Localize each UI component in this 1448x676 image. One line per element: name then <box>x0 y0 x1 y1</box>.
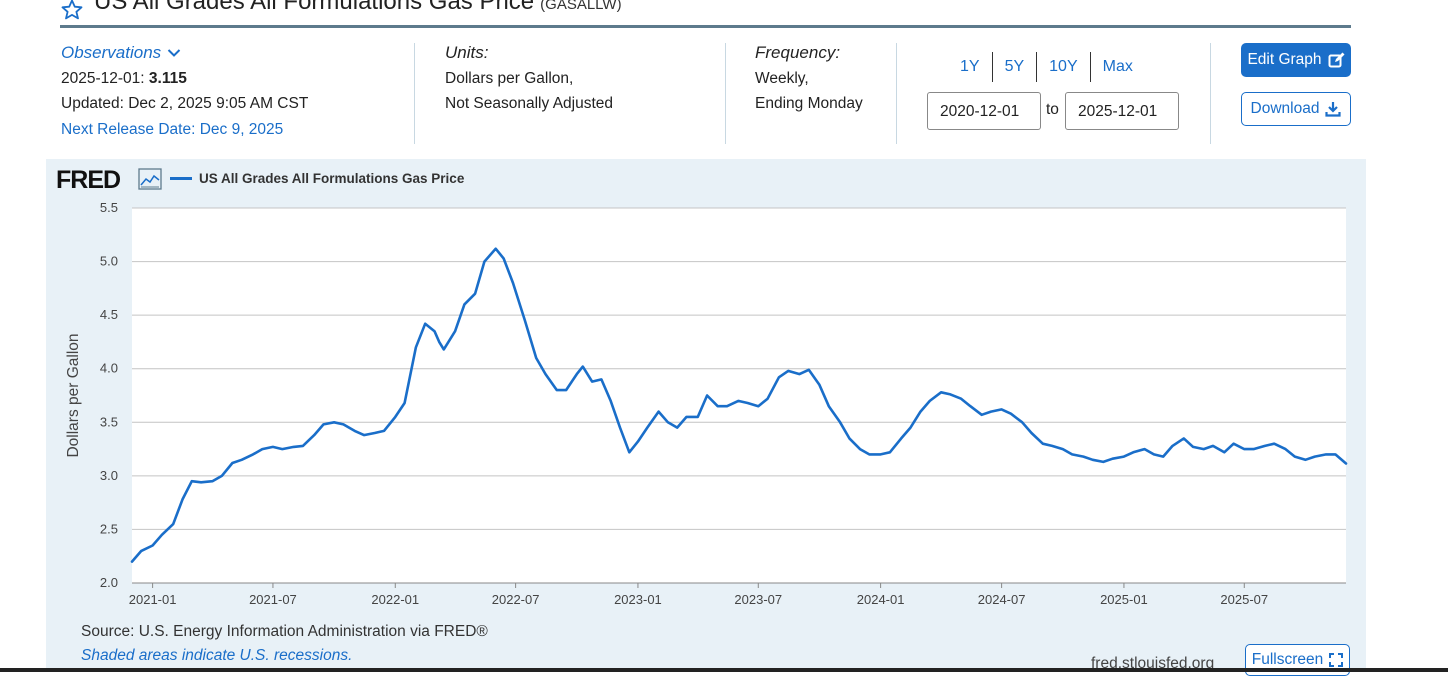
plot-area <box>132 208 1346 583</box>
frequency-panel: Frequency: Weekly, Ending Monday <box>755 40 863 117</box>
range-1y-button[interactable]: 1Y <box>960 58 980 75</box>
units-line-1: Dollars per Gallon, <box>445 69 574 87</box>
units-line-2: Not Seasonally Adjusted <box>445 95 614 112</box>
date-range-to-label: to <box>1046 101 1059 118</box>
window-bottom-edge <box>0 668 1448 672</box>
start-date-input[interactable]: 2020-12-01 <box>927 92 1041 130</box>
series-line <box>130 247 1348 563</box>
column-divider <box>1210 43 1211 144</box>
y-tick-label: 5.0 <box>100 254 118 269</box>
x-tick-label: 2021-07 <box>249 592 297 607</box>
units-panel: Units: Dollars per Gallon, Not Seasonall… <box>445 40 613 117</box>
x-tick-label: 2024-01 <box>857 592 905 607</box>
frequency-line-2: Ending Monday <box>755 95 863 112</box>
fred-url[interactable]: fred.stlouisfed.org <box>1091 655 1215 672</box>
page-title: US All Grades All Formulations Gas Price <box>94 0 535 15</box>
y-tick-label: 4.0 <box>100 361 118 376</box>
range-button-group: 1Y 5Y 10Y Max <box>948 52 1145 82</box>
chevron-down-icon <box>167 49 181 57</box>
x-tick-label: 2023-07 <box>734 592 782 607</box>
title-divider <box>60 25 1351 28</box>
x-tick-label: 2023-01 <box>614 592 662 607</box>
legend-swatch <box>170 177 192 180</box>
legend-label: US All Grades All Formulations Gas Price <box>199 171 465 186</box>
y-tick-label: 5.5 <box>100 200 118 215</box>
y-axis-label: Dollars per Gallon <box>65 333 82 457</box>
range-divider <box>1089 52 1091 82</box>
end-date-input[interactable]: 2025-12-01 <box>1065 92 1179 130</box>
recession-note[interactable]: Shaded areas indicate U.S. recessions. <box>81 647 353 664</box>
frequency-line-1: Weekly, <box>755 69 809 87</box>
fullscreen-icon <box>1329 653 1344 667</box>
latest-observation: 2025-12-01: 3.115 <box>61 66 308 92</box>
x-tick-label: 2022-01 <box>371 592 419 607</box>
observations-dropdown[interactable]: Observations <box>61 40 308 66</box>
frequency-label: Frequency: <box>755 43 841 62</box>
observations-label: Observations <box>61 43 162 62</box>
column-divider <box>725 43 726 144</box>
x-tick-label: 2022-07 <box>492 592 540 607</box>
edit-icon <box>1328 52 1345 67</box>
download-icon <box>1325 102 1342 117</box>
fred-chart-icon <box>138 168 162 190</box>
edit-graph-label: Edit Graph <box>1247 51 1322 68</box>
y-tick-label: 3.5 <box>100 414 118 429</box>
observation-value: 3.115 <box>148 69 187 87</box>
next-release-link[interactable]: Next Release Date: Dec 9, 2025 <box>61 120 284 138</box>
range-10y-button[interactable]: 10Y <box>1049 58 1078 75</box>
column-divider <box>414 43 415 144</box>
x-tick-label: 2025-01 <box>1100 592 1148 607</box>
x-tick-label: 2024-07 <box>978 592 1026 607</box>
x-tick-label: 2021-01 <box>129 592 177 607</box>
chart-legend: US All Grades All Formulations Gas Price <box>170 171 464 186</box>
star-icon[interactable] <box>60 0 84 22</box>
fullscreen-label: Fullscreen <box>1251 651 1324 668</box>
updated-timestamp: Updated: Dec 2, 2025 9:05 AM CST <box>61 95 309 112</box>
range-5y-button[interactable]: 5Y <box>1004 58 1025 75</box>
edit-graph-button[interactable]: Edit Graph <box>1241 43 1351 77</box>
y-tick-label: 4.5 <box>100 307 118 322</box>
series-id: (GASALLW) <box>540 0 622 13</box>
y-tick-label: 2.5 <box>100 521 118 536</box>
x-tick-label: 2025-07 <box>1220 592 1268 607</box>
y-tick-label: 2.0 <box>100 575 118 590</box>
line-chart[interactable]: 2.0 2.5 3.0 3.5 4.0 4.5 5.0 5.5 2021-01 2021-07 20… <box>46 159 1366 619</box>
observations-panel: Observations 2025-12-01: 3.115 Updated: … <box>61 40 308 142</box>
series-title-row: US All Grades All Formulations Gas Price… <box>60 0 622 26</box>
range-divider <box>1036 52 1038 82</box>
y-tick-label: 3.0 <box>100 468 118 483</box>
range-max-button[interactable]: Max <box>1102 58 1133 75</box>
units-label: Units: <box>445 43 489 62</box>
source-note: Source: U.S. Energy Information Administ… <box>81 623 488 640</box>
download-label: Download <box>1250 100 1320 117</box>
fred-logo[interactable]: FRED <box>56 166 121 194</box>
observation-date: 2025-12-01: <box>61 69 145 87</box>
column-divider <box>896 43 897 144</box>
download-button[interactable]: Download <box>1241 92 1351 126</box>
range-divider <box>991 52 993 82</box>
